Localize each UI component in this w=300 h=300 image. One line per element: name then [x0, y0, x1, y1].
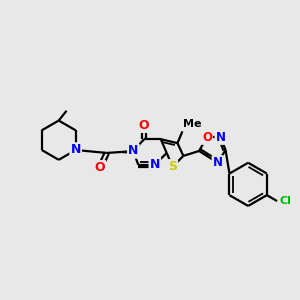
Text: N: N	[128, 145, 139, 158]
Text: N: N	[150, 158, 160, 171]
Text: O: O	[202, 131, 212, 144]
Text: Me: Me	[183, 119, 202, 129]
Text: Me: Me	[183, 119, 202, 129]
Text: O: O	[202, 131, 212, 144]
Text: S: S	[168, 160, 177, 173]
Text: N: N	[216, 131, 226, 144]
Text: S: S	[168, 160, 177, 173]
Text: N: N	[70, 143, 81, 157]
Text: N: N	[213, 156, 223, 169]
Text: N: N	[213, 156, 223, 169]
Text: N: N	[150, 158, 160, 171]
Text: Cl: Cl	[280, 196, 292, 206]
Text: N: N	[70, 143, 81, 157]
Text: O: O	[139, 119, 149, 132]
Text: O: O	[139, 119, 149, 132]
Text: N: N	[216, 131, 226, 144]
Text: N: N	[128, 145, 139, 158]
Text: O: O	[95, 161, 105, 174]
Text: O: O	[94, 161, 105, 174]
